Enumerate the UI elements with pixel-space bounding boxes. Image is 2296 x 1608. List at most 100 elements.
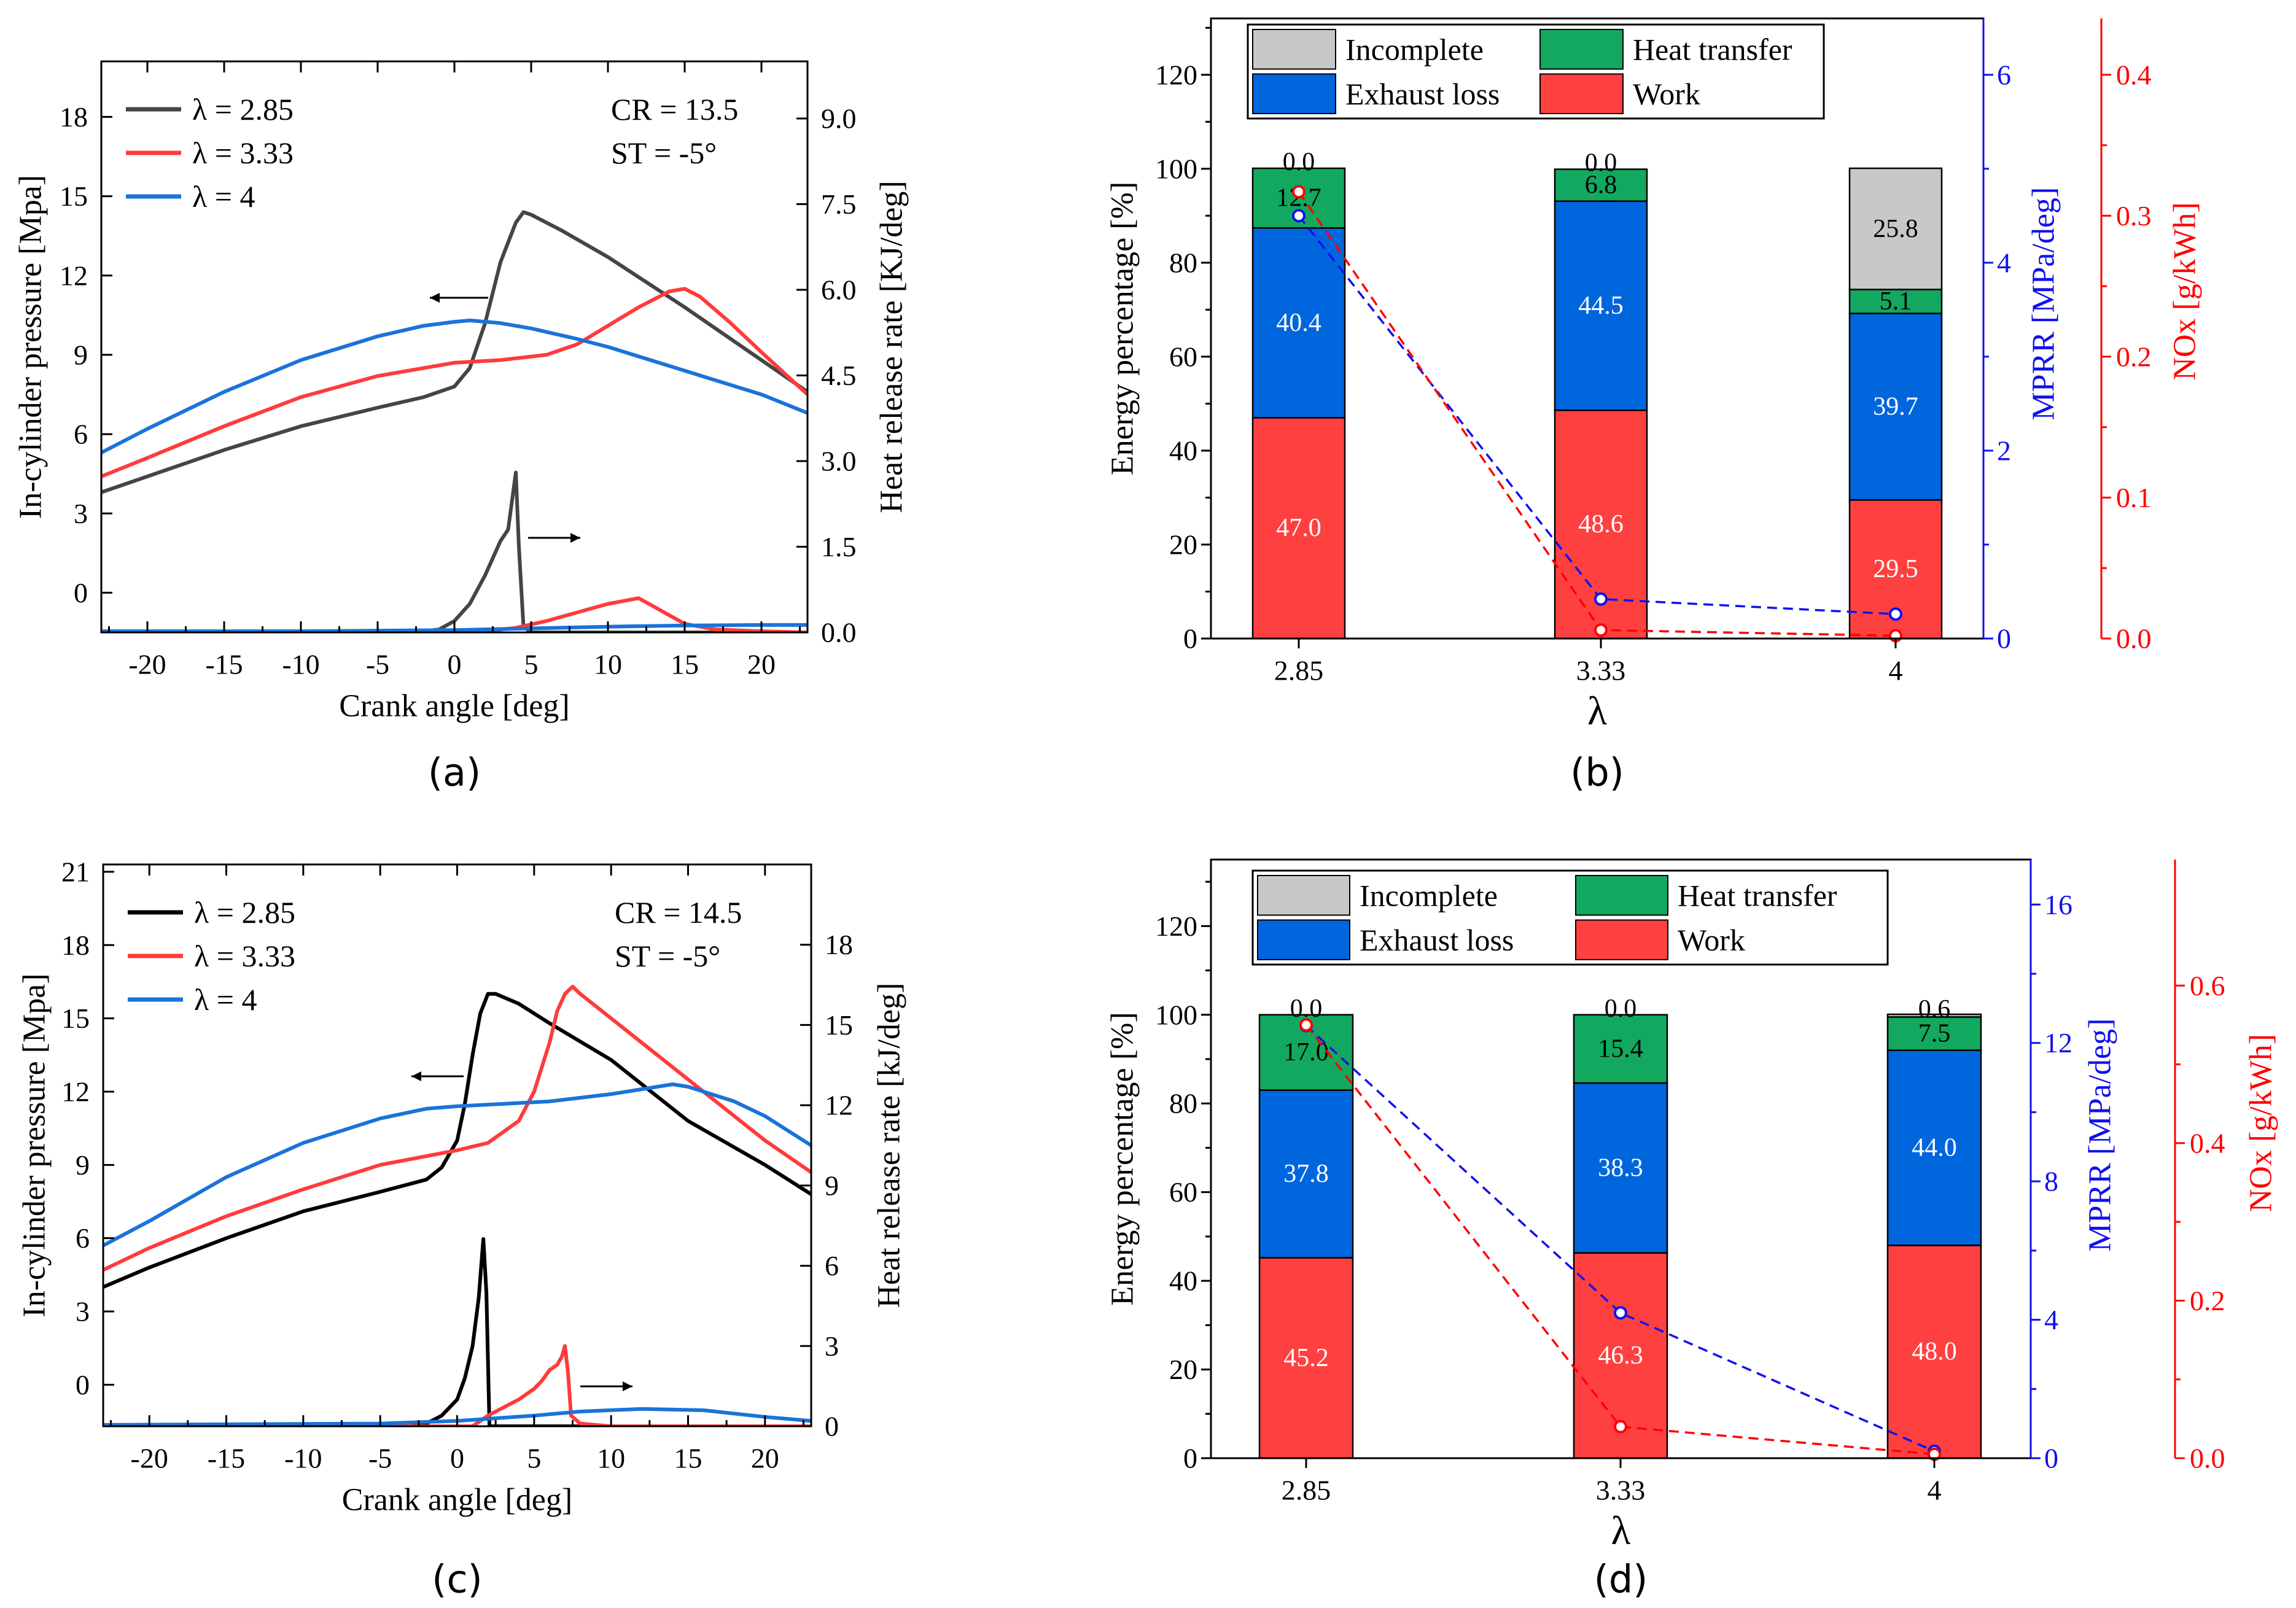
marker-mprr: [1292, 209, 1306, 223]
y2-tick-label: 0: [825, 1411, 839, 1442]
panel-label: (d): [1594, 1557, 1648, 1602]
nox-axis-label: NOx [g/kWh]: [2244, 1034, 2279, 1212]
annotation: CR = 14.5: [615, 895, 742, 930]
bar-segment-heat-transfer: [1886, 1016, 1982, 1051]
y-tick-label: 9: [74, 339, 88, 370]
arrow-head: [411, 1071, 421, 1081]
mprr-tick-label: 0: [2044, 1443, 2058, 1474]
legend-label: λ = 2.85: [192, 92, 294, 126]
y-tick-label: 21: [61, 856, 90, 887]
legend-swatch: [1252, 73, 1336, 114]
mprr-axis-label: MPRR [MPa/deg]: [2026, 187, 2061, 421]
y-tick-label: 20: [1169, 1354, 1197, 1385]
bar-data-label: 0.0: [1585, 149, 1617, 177]
x-axis-label: Crank angle [deg]: [342, 1483, 572, 1518]
y-tick-label: 18: [61, 930, 90, 961]
mprr-tick-label: 16: [2044, 889, 2072, 920]
bar-data-label: 0.0: [1290, 995, 1323, 1023]
y2-tick-label: 15: [825, 1009, 853, 1041]
x-tick-label: -10: [282, 649, 319, 680]
bar-segment-exhaust-loss: [1848, 313, 1943, 501]
y-axis-label: In-cylinder pressure [Mpa]: [17, 973, 52, 1317]
x-tick-label: 5: [524, 649, 539, 680]
x-tick-label: -5: [368, 1443, 392, 1474]
arrow-head: [623, 1381, 632, 1391]
panel-c: -20 -15 -10 -5 0 5 10 15 20 0 3 6 9 12 15 18 21 0 3 6 9 12 15 1…: [17, 856, 907, 1601]
x-tick-label: 10: [594, 649, 622, 680]
marker-mprr: [1614, 1306, 1627, 1320]
y2-tick-label: 3.0: [821, 446, 857, 477]
series-line-3: [103, 1237, 811, 1426]
y2-tick-label: 12: [825, 1090, 853, 1121]
y2-tick-label: 3: [825, 1330, 839, 1362]
x-tick-label: 3.33: [1576, 655, 1626, 686]
nox-tick-label: 0.4: [2116, 59, 2152, 90]
nox-tick-label: 0.6: [2190, 970, 2225, 1001]
series-group: [101, 210, 807, 632]
bar-segment-incomplete: [1886, 1013, 1982, 1018]
y-axis-label: Energy percentage [%]: [1105, 182, 1140, 475]
y-tick-label: 40: [1169, 1265, 1197, 1297]
bar-data-label: 48.0: [1912, 1338, 1957, 1366]
panel-label: (c): [432, 1557, 482, 1602]
mprr-tick-label: 0: [1997, 623, 2011, 654]
legend-label: λ = 3.33: [194, 939, 295, 973]
panel-label: (b): [1570, 750, 1624, 795]
legend: Incomplete Heat transfer Exhaust loss Work: [1251, 869, 1889, 966]
legend-label: Heat transfer: [1633, 32, 1792, 66]
legend-label: Work: [1678, 923, 1745, 957]
legend-swatch: [1257, 919, 1350, 960]
bar-segment-work: [1886, 1245, 1982, 1459]
bar-data-label: 44.0: [1912, 1133, 1957, 1162]
nox-axis-label: NOx [g/kWh]: [2168, 202, 2203, 380]
x-tick-label: 4: [1928, 1475, 1942, 1506]
bar-data-label: 38.3: [1598, 1154, 1643, 1182]
legend-box: [1247, 23, 1825, 120]
nox-tick-label: 0.2: [2190, 1285, 2225, 1316]
bar-data-label: 0.6: [1918, 995, 1951, 1023]
x-tick-label: -15: [205, 649, 243, 680]
y-tick-label: 40: [1169, 435, 1197, 466]
x-tick-label: 15: [674, 1443, 702, 1474]
y-tick-label: 0: [76, 1369, 90, 1400]
y-tick-label: 3: [76, 1296, 90, 1327]
bar-data-label: 40.4: [1276, 309, 1321, 337]
mprr-tick-label: 6: [1997, 59, 2011, 90]
legend-label: λ = 4: [194, 982, 257, 1017]
legend-swatch: [1252, 29, 1336, 70]
legend-label: Heat transfer: [1678, 878, 1837, 912]
bar-data-label: 6.8: [1585, 171, 1617, 200]
nox-tick-label: 0.0: [2116, 623, 2152, 654]
legend-swatch: [1575, 919, 1668, 960]
arrow-head: [570, 533, 580, 543]
bar-segment-exhaust-loss: [1251, 227, 1346, 419]
bar-segment-heat-transfer: [1554, 168, 1648, 202]
mprr-tick-label: 4: [1997, 247, 2011, 278]
y-tick-label: 80: [1169, 247, 1197, 278]
annotation: ST = -5°: [611, 136, 717, 170]
mprr-axis-label: MPRR [MPa/deg]: [2083, 1019, 2118, 1252]
legend-label: λ = 3.33: [192, 136, 294, 170]
y2-axis-label: Heat release rate [KJ/deg]: [874, 181, 909, 513]
x-axis-label: λ: [1587, 689, 1607, 734]
x-tick-label: 5: [527, 1443, 541, 1474]
y-tick-label: 60: [1169, 1176, 1197, 1208]
x-tick-label: 3.33: [1596, 1475, 1646, 1506]
bar-data-label: 37.8: [1283, 1160, 1329, 1188]
nox-tick-label: 0.3: [2116, 200, 2152, 231]
x-tick-label: 10: [597, 1443, 625, 1474]
y2-tick-label: 9.0: [821, 103, 857, 134]
y2-tick-label: 4.5: [821, 360, 857, 391]
y-tick-label: 0: [1183, 1443, 1197, 1474]
series-line-2: [101, 318, 807, 454]
series-line-1: [103, 984, 811, 1272]
legend-label: Exhaust loss: [1345, 77, 1500, 111]
bar-data-label: 5.1: [1880, 287, 1912, 316]
y2-tick-label: 6.0: [821, 274, 857, 306]
y-tick-label: 120: [1155, 911, 1197, 942]
x-tick-label: -20: [131, 1443, 168, 1474]
panel-label: (a): [428, 750, 481, 795]
bar-data-label: 17.0: [1283, 1038, 1329, 1066]
bar-segment-heat-transfer: [1573, 1014, 1668, 1084]
